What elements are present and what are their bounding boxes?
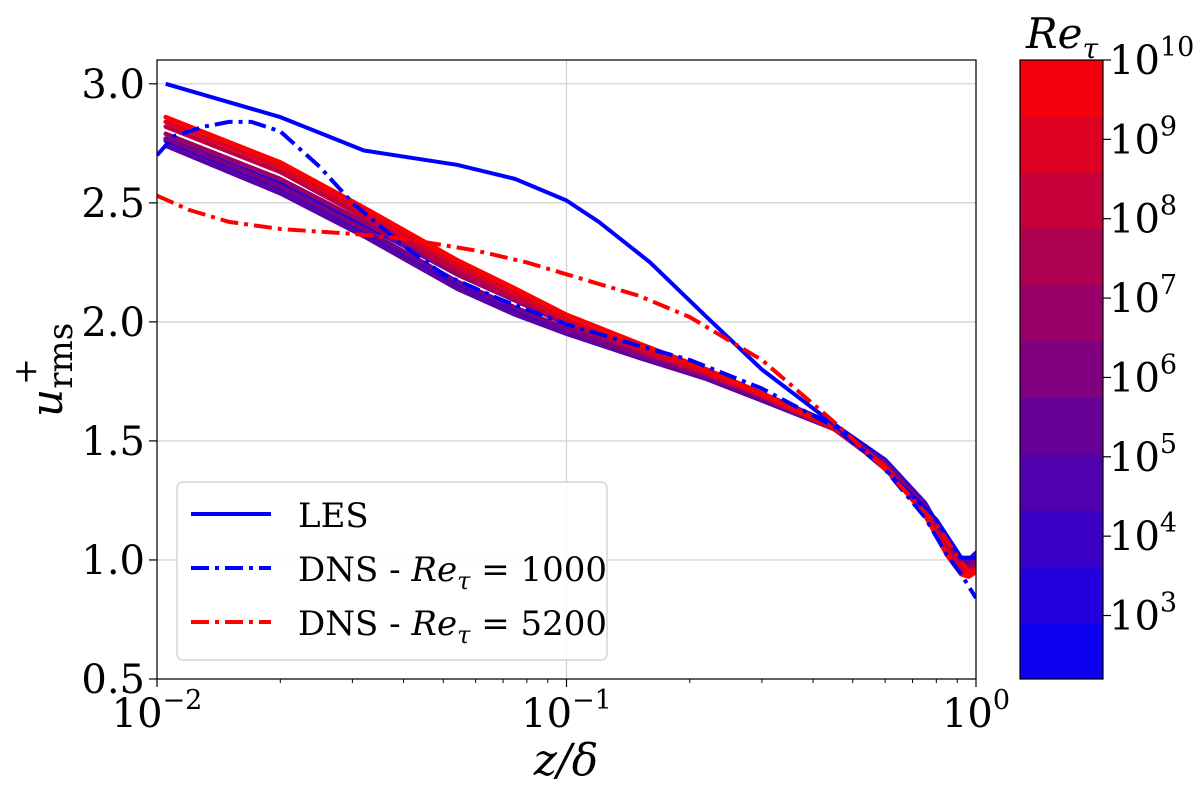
series-line xyxy=(165,81,976,560)
x-axis: 10−2 10−1 100 xyxy=(112,679,1010,737)
y-tick-label: 0.5 xyxy=(81,657,145,703)
y-axis-label-main: u xyxy=(22,389,73,417)
y-tick-label: 1.0 xyxy=(81,538,145,584)
colorbar-band xyxy=(1020,510,1103,567)
colorbar-tick-label: 1010 xyxy=(1109,32,1194,84)
legend-label: LES xyxy=(298,496,369,536)
y-tick-label: 3.0 xyxy=(81,62,145,108)
x-tick-label: 100 xyxy=(942,685,1010,737)
colorbar-band xyxy=(1020,172,1103,230)
x-tick-label: 10−2 xyxy=(112,685,203,737)
colorbar-band xyxy=(1020,453,1103,511)
colorbar-band xyxy=(1020,228,1103,286)
colorbar-tick-label: 108 xyxy=(1109,191,1177,243)
y-tick-label: 2.5 xyxy=(81,181,145,227)
y-axis-label-sup: + xyxy=(6,358,44,385)
x-tick-exp: −1 xyxy=(572,685,612,716)
series-lines xyxy=(157,81,976,600)
colorbar-band xyxy=(1020,622,1103,680)
colorbar-band xyxy=(1020,285,1103,342)
colorbar-title: Reτ xyxy=(1025,9,1098,65)
y-tick-label: 1.5 xyxy=(81,419,145,465)
series-line xyxy=(157,193,976,581)
colorbar-frame xyxy=(1019,59,1104,680)
colorbar-tick-label: 106 xyxy=(1109,349,1177,401)
x-axis-label-text: z/δ xyxy=(533,735,599,786)
y-axis: 0.5 1.0 1.5 2.0 2.5 3.0 xyxy=(81,62,157,703)
y-tick-label: 2.0 xyxy=(81,300,145,346)
legend-label: DNS - Reτ = 1000 xyxy=(298,550,607,595)
x-tick-base: 10 xyxy=(112,691,163,737)
y-axis-label: urms+ xyxy=(6,323,81,417)
x-tick-exp: 0 xyxy=(993,685,1010,716)
y-axis-label-sub: rms xyxy=(41,323,81,389)
colorbar-band xyxy=(1020,341,1103,399)
x-tick-label: 10−1 xyxy=(521,685,612,737)
colorbar-tick-label: 103 xyxy=(1109,588,1177,640)
legend-box xyxy=(176,481,608,661)
legend-label: DNS - Reτ = 5200 xyxy=(298,604,607,649)
series-line xyxy=(157,119,976,600)
colorbar-tick-label: 107 xyxy=(1109,270,1177,322)
x-tick-base: 10 xyxy=(521,691,572,737)
x-axis-label: z/δ xyxy=(533,735,599,786)
colorbar-band xyxy=(1020,116,1103,174)
colorbar-band xyxy=(1020,566,1103,624)
colorbar-band xyxy=(1020,60,1103,117)
colorbar-tick-label: 109 xyxy=(1109,111,1177,163)
colorbar-band xyxy=(1020,397,1103,455)
colorbar-tick-label: 104 xyxy=(1109,508,1177,560)
x-tick-base: 10 xyxy=(942,691,993,737)
colorbar-tick-label: 105 xyxy=(1109,429,1177,481)
family-lines xyxy=(163,114,976,579)
x-tick-exp: −2 xyxy=(163,685,203,716)
legend: LES DNS - Reτ = 1000 DNS - Reτ = 5200 xyxy=(176,481,608,661)
